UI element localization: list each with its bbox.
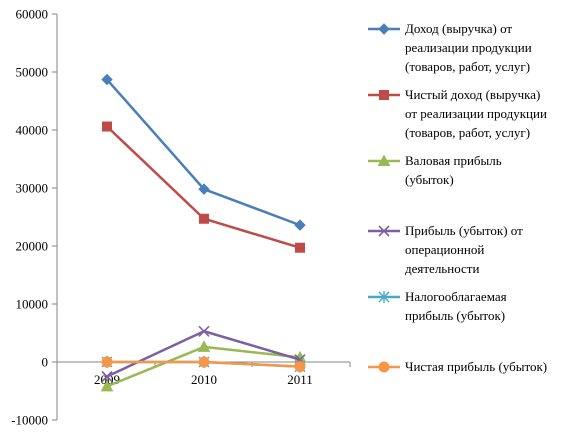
legend-label: реализации продукции — [405, 40, 532, 55]
legend-label: операционной — [405, 242, 484, 257]
data-point — [101, 73, 113, 86]
data-point — [294, 219, 306, 231]
chart-series — [100, 73, 307, 392]
legend-item-1: Доход (выручка) от реализации продукции (т… — [368, 21, 532, 74]
legend-item-3: Валовая прибыль (убыток) — [368, 153, 502, 187]
data-point — [198, 325, 210, 337]
legend-marker — [378, 361, 390, 373]
legend-label: Доход (выручка) от — [405, 21, 512, 36]
data-point — [100, 379, 114, 392]
legend-marker — [377, 154, 391, 166]
legend-label: прибыль (убыток) — [405, 308, 505, 323]
series-1 — [101, 73, 306, 231]
legend-label: Чистый доход (выручка) — [405, 87, 540, 102]
legend-label: (товаров, работ, услуг) — [405, 125, 530, 140]
y-tick-label: -10000 — [11, 413, 48, 428]
legend-label: Валовая прибыль — [405, 153, 502, 168]
series-2 — [102, 121, 305, 253]
legend-label: Чистая прибыль (убыток) — [405, 359, 547, 374]
chart-legend: Доход (выручка) от реализации продукции (т… — [368, 21, 547, 374]
y-tick-label: 20000 — [16, 239, 49, 254]
legend-label: деятельности — [405, 261, 479, 276]
legend-label: от реализации продукции — [405, 106, 547, 121]
legend-item-5: Налогооблагаемая прибыль (убыток) — [368, 289, 507, 323]
legend-marker — [378, 23, 390, 35]
y-tick-label: 50000 — [16, 65, 49, 80]
data-point — [199, 213, 209, 224]
y-tick-label: 60000 — [16, 7, 49, 22]
x-tick-label: 2011 — [287, 372, 313, 387]
data-point — [197, 340, 211, 352]
legend-marker — [378, 291, 390, 303]
legend-item-2: Чистый доход (выручка) от реализации прод… — [368, 87, 547, 140]
legend-marker — [379, 90, 389, 100]
data-point — [294, 361, 306, 373]
data-point — [101, 370, 113, 383]
legend-marker-stroke — [378, 225, 390, 237]
y-tick-label: 40000 — [16, 123, 49, 138]
legend-label: (товаров, работ, услуг) — [405, 59, 530, 74]
legend-marker — [378, 225, 390, 237]
legend-label: Налогооблагаемая — [405, 289, 507, 304]
data-point — [198, 183, 210, 195]
data-point — [101, 356, 113, 368]
y-tick-label: 30000 — [16, 181, 49, 196]
y-tick-label: 0 — [42, 355, 49, 370]
legend-label: Прибыль (убыток) от — [405, 223, 523, 238]
data-point-stroke — [198, 325, 210, 337]
data-point — [295, 242, 305, 253]
legend-item-6: Чистая прибыль (убыток) — [368, 359, 547, 374]
data-point — [198, 356, 210, 368]
legend-item-4: Прибыль (убыток) от операционной деятельно… — [368, 223, 523, 276]
data-point — [102, 121, 112, 132]
x-tick-label: 2010 — [191, 372, 217, 387]
legend-label: (убыток) — [405, 172, 454, 187]
y-tick-label: 10000 — [16, 297, 49, 312]
series-6 — [101, 356, 306, 373]
data-point-stroke — [101, 370, 113, 383]
